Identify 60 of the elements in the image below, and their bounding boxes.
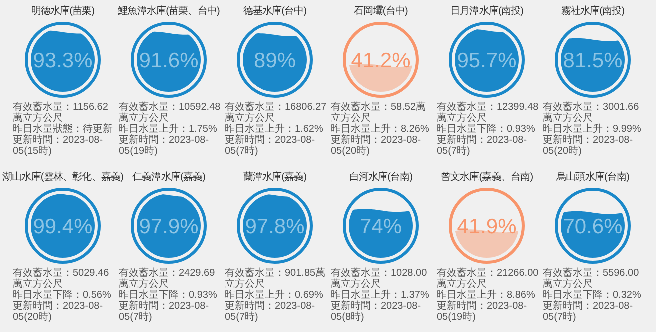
text: 有效蓄水量：5596.00萬立方公尺 <box>543 268 640 290</box>
text: 昨日水量上升：1.37% <box>331 290 430 301</box>
text: 昨日水量上升：1.75% <box>119 124 218 135</box>
data-label: 99.4% <box>33 216 93 239</box>
text: 更新時間：2023-08-05(15時) <box>13 135 104 157</box>
text: 昨日水量上升：8.86% <box>437 290 536 301</box>
text: 有效蓄水量：1028.00萬立方公尺 <box>331 268 428 290</box>
text: 有效蓄水量：1156.62萬立方公尺 <box>13 102 108 124</box>
text: 更新時間：2023-08-05(7時) <box>225 301 316 323</box>
data-label: 41.2% <box>351 50 411 73</box>
text: 更新時間：2023-08-05(8時) <box>331 301 422 323</box>
text: 更新時間：2023-08-05(7時) <box>543 301 634 323</box>
text: 昨日水量上升：1.62% <box>225 124 324 135</box>
data-label: 95.7% <box>457 50 517 73</box>
text: 石岡壩(台中) <box>354 5 408 17</box>
text: 更新時間：2023-08-05(19時) <box>119 135 210 157</box>
text: 昨日水量下降：0.93% <box>437 124 536 135</box>
text: 鯉魚潭水庫(苗栗、台中) <box>118 5 220 17</box>
text: 更新時間：2023-08-05(20時) <box>331 135 422 157</box>
text: 昨日水量上升：0.69% <box>225 290 324 301</box>
text: 蘭潭水庫(嘉義) <box>243 171 307 183</box>
text: 日月潭水庫(南投) <box>450 5 524 17</box>
text: 白河水庫(台南) <box>349 171 413 183</box>
text: 有效蓄水量：10592.48萬立方公尺 <box>119 102 222 124</box>
data-label: 97.8% <box>245 216 305 239</box>
text: 更新時間：2023-08-05(7時) <box>119 301 210 323</box>
data-label: 41.9% <box>457 216 517 239</box>
text: 德基水庫(台中) <box>243 5 307 17</box>
data-label: 93.3% <box>33 50 93 73</box>
text: 有效蓄水量：901.85萬立方公尺 <box>225 268 327 290</box>
text: 霧社水庫(南投) <box>561 5 625 17</box>
text: 有效蓄水量：58.52萬立方公尺 <box>331 102 428 124</box>
text: 更新時間：2023-08-05(7時) <box>225 135 316 157</box>
text: 更新時間：2023-08-05(20時) <box>13 301 104 323</box>
text: 有效蓄水量：12399.48萬立方公尺 <box>437 102 540 124</box>
text: 有效蓄水量：5029.46萬立方公尺 <box>13 268 110 290</box>
text: 更新時間：2023-08-05(20時) <box>543 135 634 157</box>
text: 湖山水庫(雲林、彰化、嘉義) <box>2 171 124 183</box>
text: 昨日水量下降：0.32% <box>543 290 642 301</box>
data-label: 97.9% <box>139 216 199 239</box>
text: 有效蓄水量：21266.00萬立方公尺 <box>437 268 540 290</box>
text: 昨日水量下降：0.93% <box>119 290 218 301</box>
text: 更新時間：2023-08-05(19時) <box>437 301 528 323</box>
data-label: 74% <box>360 216 402 239</box>
text: 昨日水量上升：8.26% <box>331 124 430 135</box>
text: 有效蓄水量：16806.27萬立方公尺 <box>225 102 328 124</box>
text: 曾文水庫(嘉義、台南) <box>440 171 534 183</box>
text: 烏山頭水庫(台南) <box>555 171 630 183</box>
data-label: 91.6% <box>139 50 199 73</box>
data-label: 81.5% <box>563 50 623 73</box>
text: 昨日水量下降：0.56% <box>13 290 112 301</box>
data-label: 89% <box>254 50 296 73</box>
text: 昨日水量狀態：待更新 <box>13 124 114 135</box>
text: 更新時間：2023-08-05(7時) <box>437 135 528 157</box>
text: 仁義潭水庫(嘉義) <box>132 171 206 183</box>
text: 有效蓄水量：3001.66萬立方公尺 <box>543 102 640 124</box>
text: 有效蓄水量：2429.69萬立方公尺 <box>119 268 216 290</box>
text: 昨日水量上升：9.99% <box>543 124 642 135</box>
text: 明德水庫(苗栗) <box>31 5 95 17</box>
data-label: 70.6% <box>563 216 623 239</box>
